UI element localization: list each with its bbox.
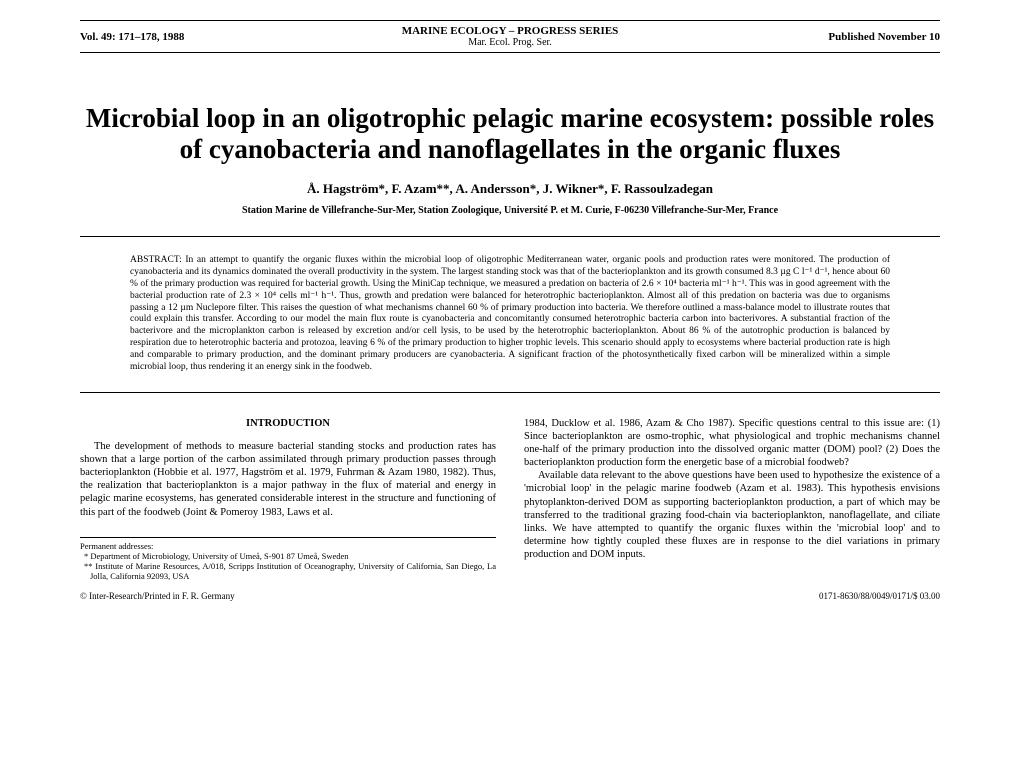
title-block: Microbial loop in an oligotrophic pelagi… xyxy=(80,103,940,216)
copyright: © Inter-Research/Printed in F. R. German… xyxy=(80,591,235,601)
intro-paragraph-right-1: 1984, Ducklow et al. 1986, Azam & Cho 19… xyxy=(524,417,940,470)
rule-above-abstract xyxy=(80,236,940,237)
permanent-addresses: Permanent addresses: * Department of Mic… xyxy=(80,537,496,582)
intro-paragraph-right-2: Available data relevant to the above que… xyxy=(524,469,940,561)
affiliation: Station Marine de Villefranche-Sur-Mer, … xyxy=(80,205,940,216)
footnote-addr-1: * Department of Microbiology, University… xyxy=(80,551,496,561)
publish-date: Published November 10 xyxy=(694,31,940,43)
abstract: ABSTRACT: In an attempt to quantify the … xyxy=(130,255,890,374)
body-columns: INTRODUCTION The development of methods … xyxy=(80,417,940,582)
abstract-text: In an attempt to quantify the organic fl… xyxy=(130,255,890,372)
authors: Å. Hagström*, F. Azam**, A. Andersson*, … xyxy=(80,181,940,197)
volume-info: Vol. 49: 171–178, 1988 xyxy=(80,31,326,43)
abstract-label: ABSTRACT: xyxy=(130,255,182,265)
left-column: INTRODUCTION The development of methods … xyxy=(80,417,496,582)
journal-header: Vol. 49: 171–178, 1988 MARINE ECOLOGY – … xyxy=(80,20,940,53)
page-footer: © Inter-Research/Printed in F. R. German… xyxy=(80,591,940,601)
rule-below-abstract xyxy=(80,392,940,393)
introduction-heading: INTRODUCTION xyxy=(80,417,496,430)
series-abbrev: Mar. Ecol. Prog. Ser. xyxy=(326,37,695,48)
right-column: 1984, Ducklow et al. 1986, Azam & Cho 19… xyxy=(524,417,940,582)
article-title: Microbial loop in an oligotrophic pelagi… xyxy=(80,103,940,165)
series-title-block: MARINE ECOLOGY – PROGRESS SERIES Mar. Ec… xyxy=(326,25,695,48)
footnote-heading: Permanent addresses: xyxy=(80,541,496,551)
issn-price: 0171-8630/88/0049/0171/$ 03.00 xyxy=(819,591,940,601)
intro-paragraph-left: The development of methods to measure ba… xyxy=(80,440,496,519)
footnote-addr-2: ** Institute of Marine Resources, A/018,… xyxy=(80,561,496,581)
series-title: MARINE ECOLOGY – PROGRESS SERIES xyxy=(326,25,695,37)
